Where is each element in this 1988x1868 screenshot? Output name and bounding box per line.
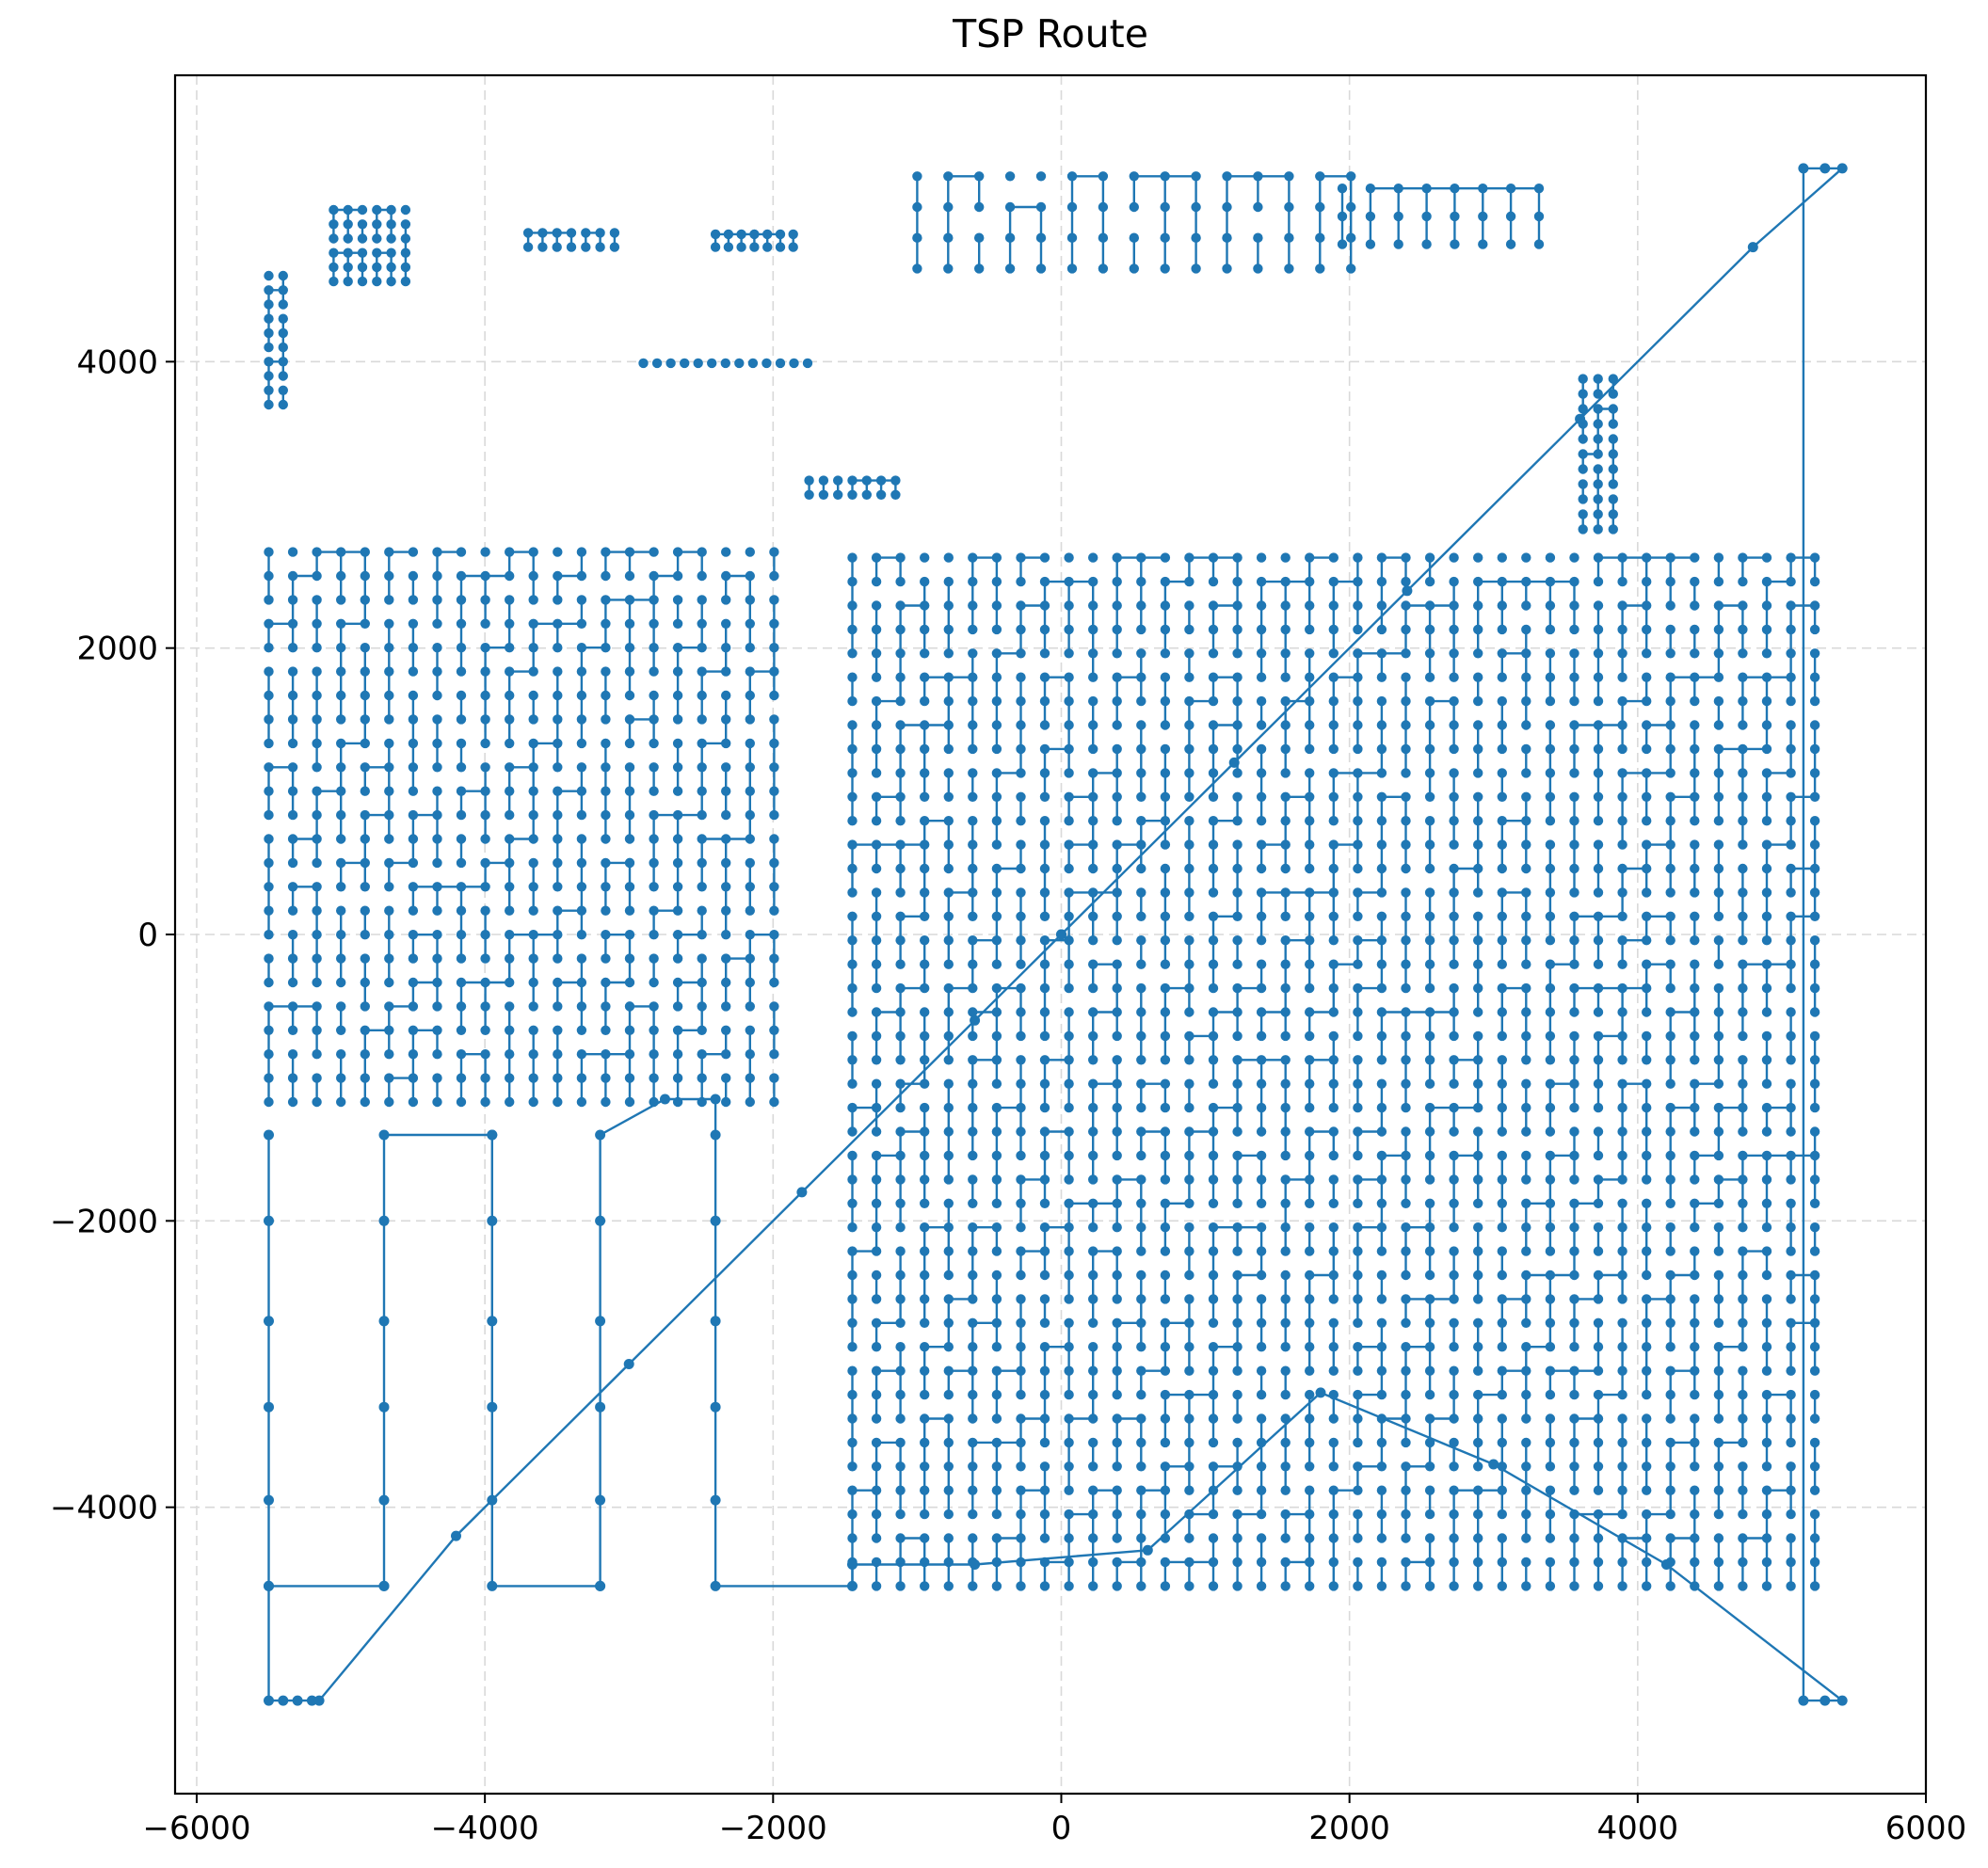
route-point xyxy=(595,1580,606,1591)
route-point xyxy=(487,1129,498,1141)
route-point xyxy=(1575,413,1586,424)
route-point xyxy=(595,1401,606,1413)
route-point xyxy=(487,1401,498,1413)
route-mesh xyxy=(264,171,1820,1591)
route-point xyxy=(660,1094,670,1105)
route-point xyxy=(1747,242,1758,253)
route-point xyxy=(970,1559,981,1570)
route-point xyxy=(378,1316,390,1327)
route-point xyxy=(451,1530,461,1541)
x-tick-label: −6000 xyxy=(142,1810,250,1847)
route-point xyxy=(487,1215,498,1226)
x-tick-label: 0 xyxy=(1051,1810,1072,1847)
route-point xyxy=(1142,1544,1153,1556)
x-tick-label: −4000 xyxy=(431,1810,539,1847)
route-point xyxy=(710,1316,721,1327)
route-point xyxy=(264,1401,274,1413)
y-tick-label: 2000 xyxy=(76,631,158,668)
route-point xyxy=(1820,163,1831,174)
route-point xyxy=(595,1215,606,1226)
route-mesh-points xyxy=(804,475,901,500)
route-point xyxy=(264,1580,274,1591)
route-point xyxy=(1798,1695,1809,1706)
route-point xyxy=(313,1695,325,1706)
route-point xyxy=(595,1494,606,1506)
route-point xyxy=(710,1094,721,1105)
route-point xyxy=(487,1316,498,1327)
route-point xyxy=(1315,1387,1326,1398)
route-point xyxy=(710,1580,721,1591)
route-point xyxy=(623,1359,634,1369)
route-point xyxy=(1820,1695,1831,1706)
x-tick-label: 4000 xyxy=(1597,1810,1679,1847)
route-mesh-points xyxy=(638,358,813,369)
axis-ticks: −6000 −4000 −2000 0 2000 4000 6000 −4000 −2000 0 2… xyxy=(50,343,1966,1847)
route-point xyxy=(710,1215,721,1226)
x-tick-label: −2000 xyxy=(719,1810,827,1847)
route-mesh-points xyxy=(710,229,798,252)
route-point xyxy=(264,1494,274,1506)
route-point xyxy=(710,1401,721,1413)
route-mesh-points xyxy=(1578,374,1618,535)
route-mesh-points xyxy=(329,204,411,287)
route-mesh-points xyxy=(264,547,779,1108)
route-point xyxy=(710,1494,721,1506)
route-point xyxy=(595,1316,606,1327)
route-point xyxy=(264,1695,274,1706)
chart-title: TSP Route xyxy=(952,11,1148,56)
route-point xyxy=(378,1401,390,1413)
route-point xyxy=(1836,163,1848,174)
route-point xyxy=(847,1580,858,1591)
route-point xyxy=(487,1494,498,1506)
route-series xyxy=(264,163,1848,1706)
route-point xyxy=(595,1129,606,1141)
route-point xyxy=(264,1316,274,1327)
route-point xyxy=(796,1187,808,1198)
route-point xyxy=(378,1580,390,1591)
route-point xyxy=(292,1695,303,1706)
route-mesh-points xyxy=(522,228,620,252)
route-point xyxy=(278,1695,289,1706)
route-point xyxy=(487,1580,498,1591)
route-point xyxy=(1056,929,1066,940)
route-point xyxy=(1660,1559,1672,1570)
route-point xyxy=(378,1129,390,1141)
route-point xyxy=(306,1695,317,1706)
route-point xyxy=(1488,1459,1499,1470)
route-point xyxy=(378,1215,390,1226)
route-point xyxy=(1836,1695,1848,1706)
route-point xyxy=(1402,585,1413,597)
y-tick-label: 4000 xyxy=(76,343,158,381)
x-tick-label: 6000 xyxy=(1885,1810,1967,1847)
route-point xyxy=(1798,163,1809,174)
route-point xyxy=(710,1129,721,1141)
x-tick-label: 2000 xyxy=(1308,1810,1390,1847)
route-point xyxy=(264,1215,274,1226)
route-point xyxy=(847,1559,858,1570)
route-point xyxy=(264,1129,274,1141)
route-point xyxy=(1228,757,1240,768)
y-tick-label: −2000 xyxy=(50,1203,158,1240)
route-point xyxy=(970,1014,981,1026)
y-tick-label: −4000 xyxy=(50,1490,158,1527)
route-point xyxy=(378,1494,390,1506)
y-tick-label: 0 xyxy=(137,917,158,954)
route-mesh-points xyxy=(264,270,289,410)
